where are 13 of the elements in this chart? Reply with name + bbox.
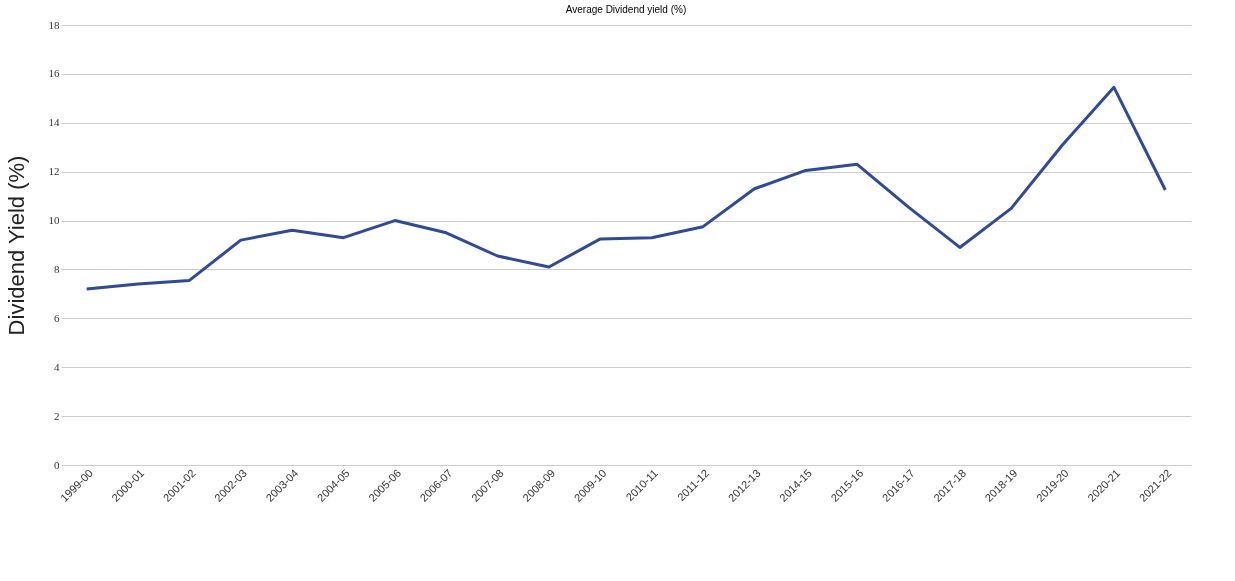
y-tick-label: 0 xyxy=(54,458,60,471)
y-axis-title: Dividend Yield (%) xyxy=(3,155,29,336)
y-tick-label: 4 xyxy=(54,360,60,373)
line-series xyxy=(85,85,1167,291)
chart-title: Average Dividend yield (%) xyxy=(565,4,687,15)
y-tick-label: 14 xyxy=(48,116,60,129)
y-tick-label: 12 xyxy=(48,165,60,178)
y-tick-label: 16 xyxy=(48,67,60,80)
y-tick-label: 8 xyxy=(54,262,60,275)
y-tick-label: 6 xyxy=(54,311,60,324)
y-tick-label: 10 xyxy=(48,214,60,227)
y-tick-label: 2 xyxy=(54,409,60,422)
y-tick-label: 18 xyxy=(48,18,60,31)
